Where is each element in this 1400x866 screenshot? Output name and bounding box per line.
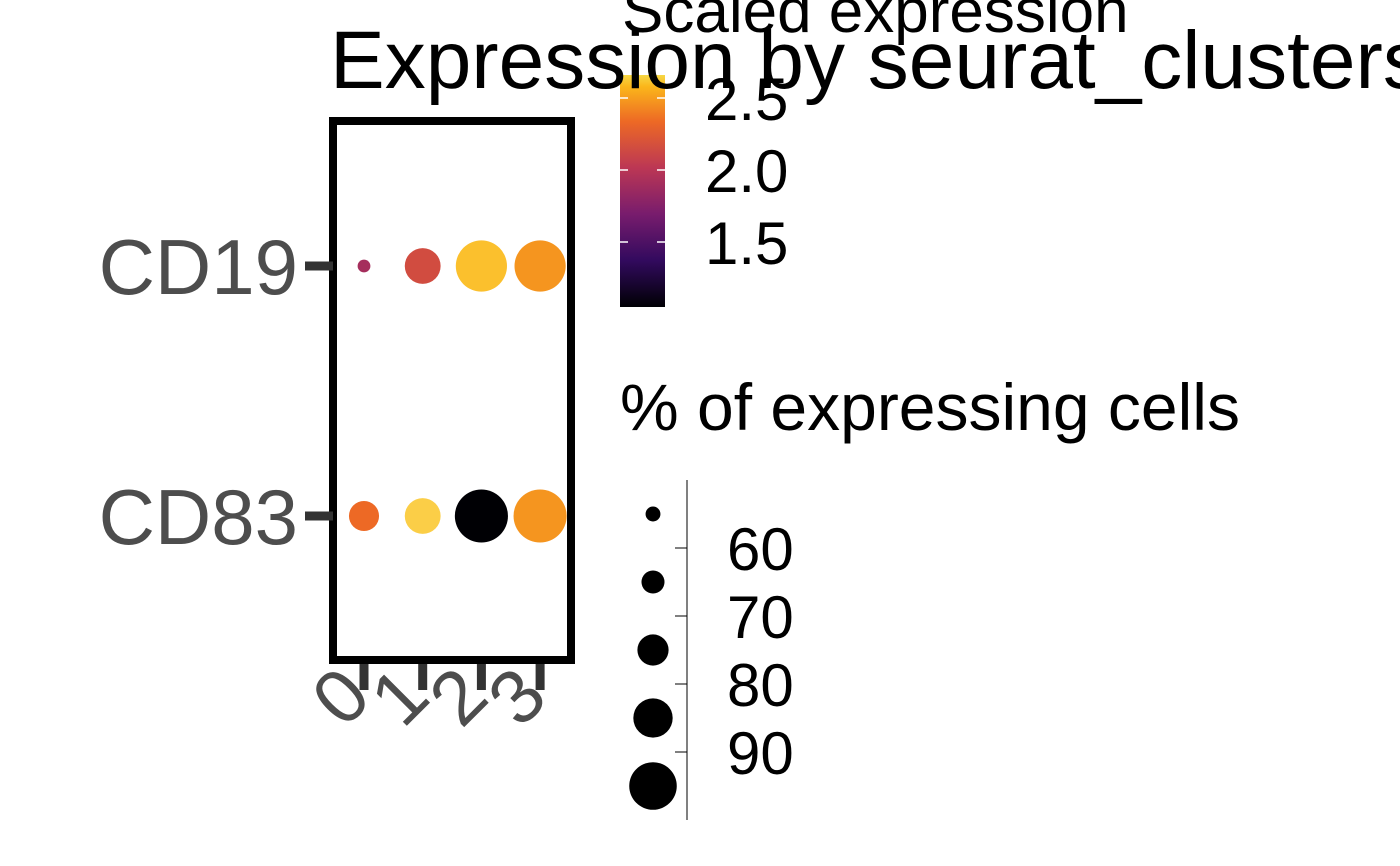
dot-cd19-cluster-1 [404,248,441,284]
y-tick-label: CD19 [99,223,298,311]
colorbar-tick-label: 2.5 [705,66,788,133]
chart-title: Expression by seurat_clusters [330,15,1400,106]
color-legend: Scaled expression 1.52.02.5 [620,0,1129,307]
size-legend-dot [645,506,661,522]
size-legend-label: 80 [727,652,794,719]
size-legend-label: 70 [727,584,794,651]
dot-cd83-cluster-2 [454,489,508,543]
dot-cd83-cluster-3 [513,489,567,543]
size-legend-title: % of expressing cells [620,370,1240,444]
size-legend-label: 60 [727,516,794,583]
size-legend-dot [633,698,673,738]
dot-cd19-cluster-3 [514,240,566,292]
size-legend-label: 90 [727,720,794,787]
y-tick-label: CD83 [99,473,298,561]
colorbar [620,75,665,307]
plot-panel [329,117,575,664]
size-legend-dot [641,570,665,594]
dot-cd19-cluster-0 [357,259,371,273]
color-legend-title: Scaled expression [622,0,1129,46]
dot-cd19-cluster-2 [455,240,507,292]
colorbar-tick-label: 1.5 [705,210,788,277]
y-axis: CD19 CD83 [99,223,333,561]
dot-cd83-cluster-0 [348,500,380,532]
size-legend-dot [629,762,677,810]
dot-cd83-cluster-1 [404,498,441,534]
size-legend-dot [637,634,669,666]
colorbar-tick-label: 2.0 [705,138,788,205]
dots-layer [348,240,567,543]
